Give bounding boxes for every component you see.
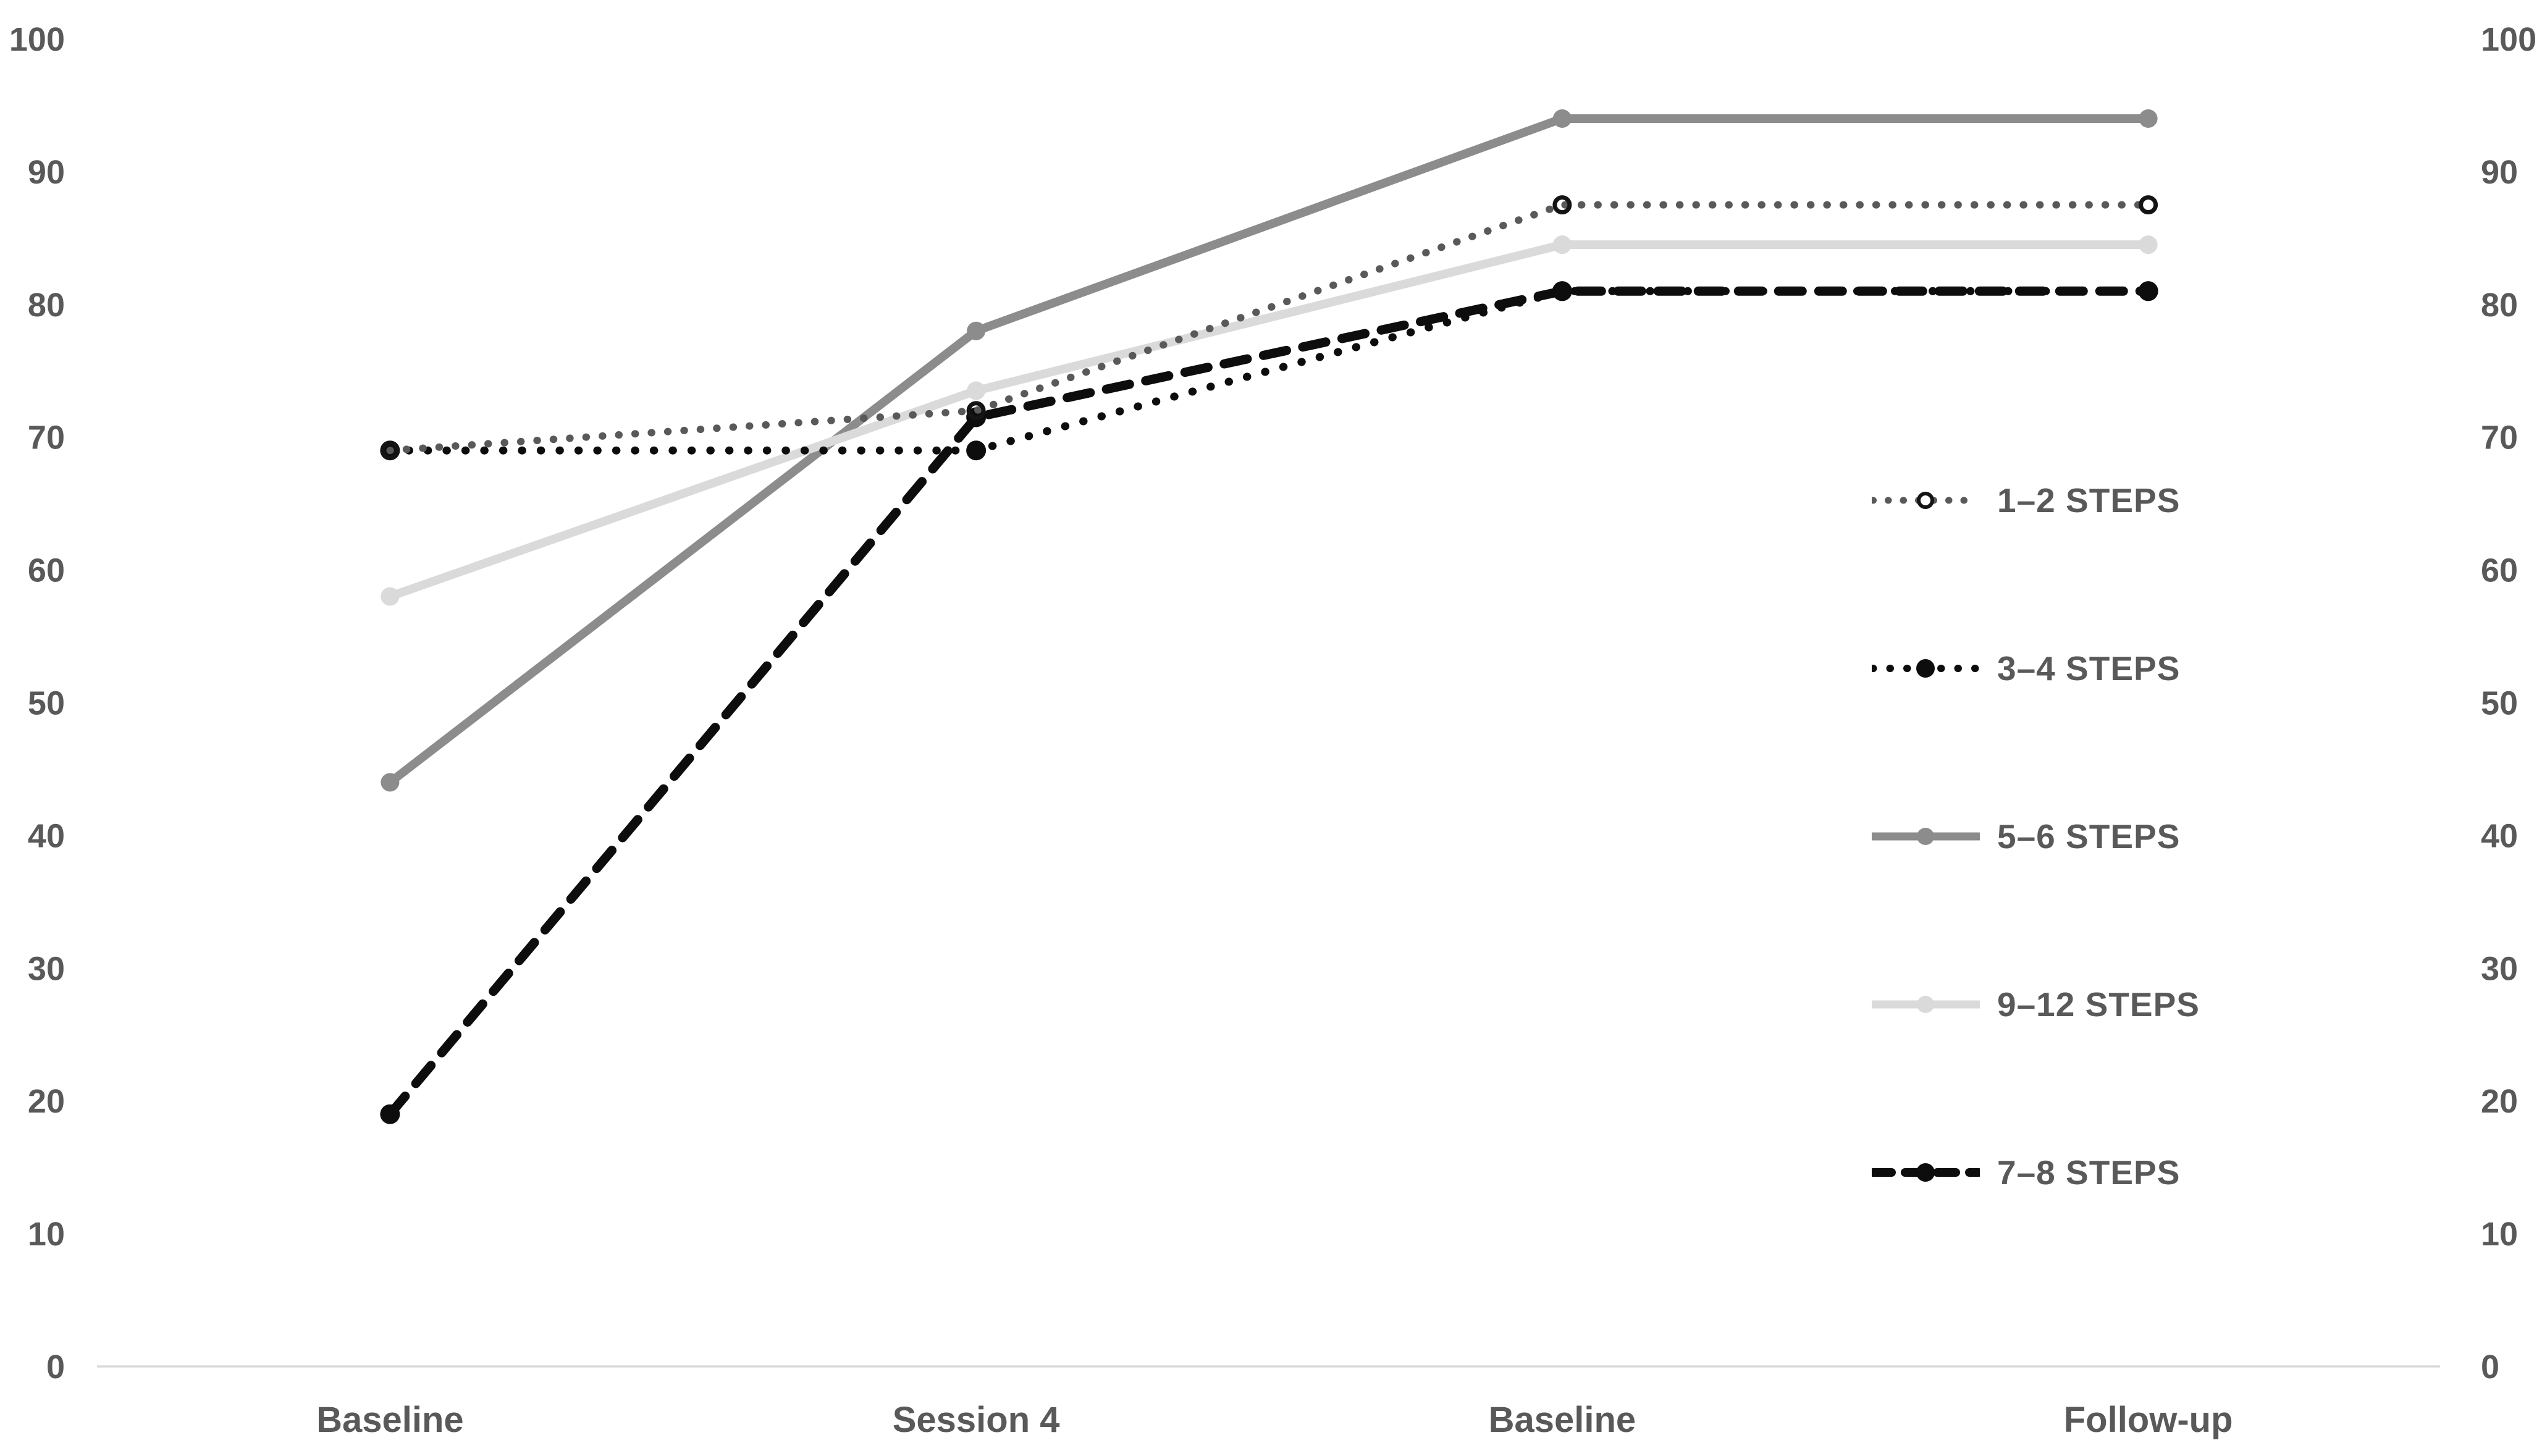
- data-point-marker: [2139, 109, 2158, 128]
- data-point-marker: [380, 1104, 400, 1124]
- y-axis-tick-label-right: 90: [2481, 154, 2518, 191]
- data-point-marker: [2138, 281, 2158, 301]
- data-point-marker: [1552, 195, 1572, 215]
- data-point-marker: [1552, 109, 1572, 128]
- data-point-marker: [1552, 281, 1572, 301]
- y-axis-tick-label-right: 0: [2481, 1349, 2499, 1386]
- y-axis-tick-label-left: 50: [28, 685, 65, 722]
- y-axis-tick-label-left: 30: [28, 950, 65, 987]
- x-axis-label: Session 4: [893, 1400, 1060, 1440]
- y-axis-tick-label-left: 80: [28, 287, 65, 324]
- data-point-marker: [967, 321, 986, 340]
- y-axis-tick-label-left: 40: [28, 817, 65, 854]
- y-axis-tick-label-left: 60: [28, 552, 65, 589]
- y-axis-tick-label-right: 80: [2481, 287, 2518, 324]
- y-axis-tick-label-left: 70: [28, 419, 65, 457]
- y-axis-tick-label-right: 20: [2481, 1083, 2518, 1120]
- series-line-1: [386, 201, 2152, 455]
- data-point-marker: [967, 381, 986, 400]
- y-axis-tick-label-right: 40: [2481, 817, 2518, 854]
- x-axis-label: Baseline: [1489, 1400, 1636, 1440]
- data-point-marker: [966, 440, 987, 461]
- y-axis-tick-label-left: 0: [46, 1349, 65, 1386]
- y-axis-tick-label-left: 20: [28, 1083, 65, 1120]
- y-axis-tick-label-right: 70: [2481, 419, 2518, 457]
- y-axis-tick-label-right: 50: [2481, 685, 2518, 722]
- series-line-4: [385, 240, 2153, 601]
- y-axis-tick-label-right: 10: [2481, 1216, 2518, 1253]
- data-point-marker: [380, 440, 400, 460]
- y-axis-tick-label-right: 30: [2481, 950, 2518, 987]
- series-line-3: [385, 114, 2153, 787]
- data-point-marker: [381, 587, 400, 606]
- x-axis-label: Follow-up: [2064, 1400, 2233, 1440]
- x-axis-label: Baseline: [316, 1400, 464, 1440]
- data-point-marker: [2139, 235, 2158, 255]
- y-axis-tick-label-left: 90: [28, 154, 65, 191]
- y-axis-tick-label-left: 10: [28, 1216, 65, 1253]
- data-point-marker: [381, 773, 400, 792]
- y-axis-tick-label-right: 60: [2481, 552, 2518, 589]
- data-point-marker: [2139, 195, 2158, 215]
- series-line-5: [385, 286, 2153, 1119]
- data-point-marker: [1552, 235, 1572, 255]
- y-axis-tick-label-left: 100: [9, 21, 65, 58]
- data-point-marker: [966, 401, 986, 421]
- y-axis-tick-label-right: 100: [2481, 21, 2536, 58]
